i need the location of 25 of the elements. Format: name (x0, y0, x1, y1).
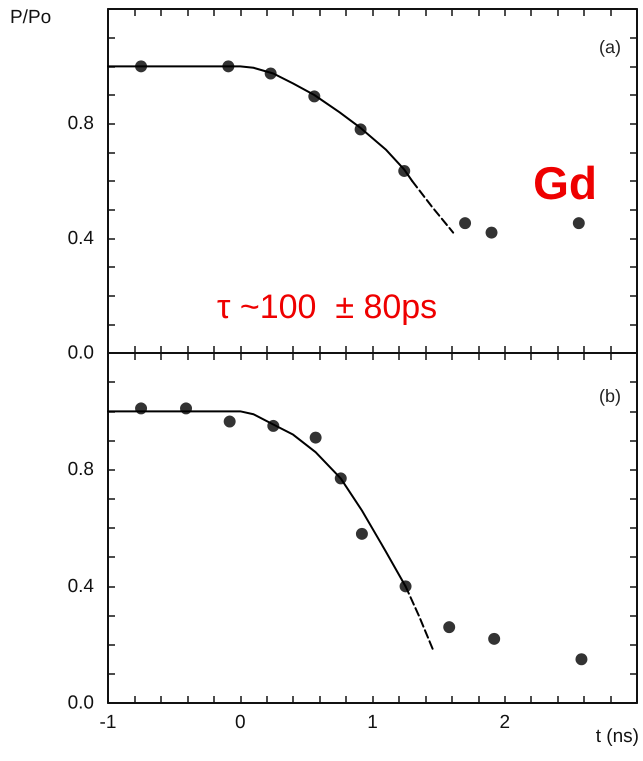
point (459, 217, 472, 230)
y-tick-label: 0.0 (68, 692, 94, 714)
x-tick-label: -1 (100, 712, 116, 733)
y-tick-label: 0.8 (68, 459, 94, 480)
y-tick-label: 0.0 (68, 342, 94, 364)
point (310, 432, 322, 444)
point (486, 226, 498, 239)
annotation: Gd (533, 157, 598, 209)
y-tick-label: 0.8 (68, 113, 94, 134)
x-tick-label: 2 (499, 712, 510, 733)
point (443, 621, 456, 634)
point (224, 416, 236, 428)
point (356, 528, 368, 540)
y-tick-label: 0.4 (68, 228, 94, 249)
x-tick-label: 0 (234, 712, 246, 733)
y-tick-label: 0.4 (68, 576, 94, 597)
point (488, 632, 500, 645)
annotation: (a) (599, 37, 621, 57)
point (575, 653, 588, 666)
y-axis-title: P/Po (10, 7, 52, 28)
point (572, 217, 585, 230)
annotation: (b) (599, 386, 621, 406)
annotation: τ ~100 ± 80ps (217, 288, 438, 326)
x-tick-label: 1 (367, 712, 378, 733)
x-axis-title: t (ns) (596, 726, 639, 747)
